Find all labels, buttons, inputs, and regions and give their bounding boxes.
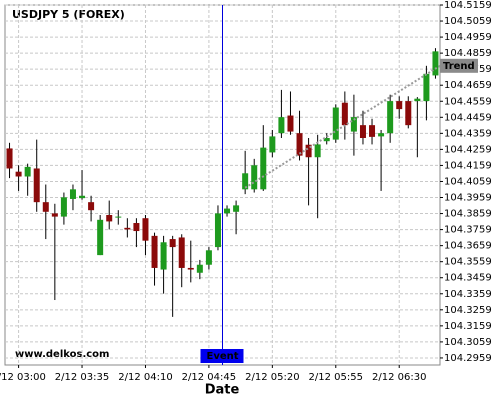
y-tick-label: 104.4159 xyxy=(444,160,492,171)
candle-body xyxy=(432,51,439,76)
watermark: www.delkos.com xyxy=(15,349,109,360)
candle-body xyxy=(160,242,167,270)
candle-body xyxy=(33,168,40,203)
event-label: Event xyxy=(206,351,238,362)
y-tick-label: 104.3359 xyxy=(444,289,492,300)
y-tick-label: 104.3859 xyxy=(444,209,492,220)
candle-body xyxy=(24,166,31,177)
y-tick-label: 104.3459 xyxy=(444,273,492,284)
y-tick-label: 104.3659 xyxy=(444,241,492,252)
candle-body xyxy=(341,102,348,126)
y-tick-label: 104.3559 xyxy=(444,257,492,268)
candle-body xyxy=(323,137,330,142)
candle-body xyxy=(378,133,385,137)
x-tick-label: 2/12 04:10 xyxy=(118,372,172,383)
candle-body xyxy=(414,98,421,102)
candle-body xyxy=(314,144,321,158)
y-tick-label: 104.3759 xyxy=(444,225,492,236)
y-tick-label: 104.5059 xyxy=(444,16,492,27)
trend-label-box xyxy=(440,58,478,73)
candle-body xyxy=(233,205,240,212)
candle-body xyxy=(205,250,212,265)
x-tick-label: 2/12 03:00 xyxy=(0,372,46,383)
candle-body xyxy=(97,219,104,256)
candle-body xyxy=(405,101,412,126)
candle-body xyxy=(332,107,339,140)
chart-title: USDJPY 5 (FOREX) xyxy=(12,8,125,21)
candle-body xyxy=(251,165,258,190)
candle-body xyxy=(60,197,67,217)
y-tick-label: 104.2959 xyxy=(444,353,492,364)
candle-body xyxy=(187,267,194,270)
candle-body xyxy=(115,216,122,218)
candle-body xyxy=(305,144,312,158)
candle-body xyxy=(278,117,285,134)
y-tick-label: 104.4859 xyxy=(444,48,492,59)
y-tick-label: 104.4659 xyxy=(444,80,492,91)
candle-body xyxy=(178,237,185,268)
candle-body xyxy=(106,215,113,222)
candle-body xyxy=(79,195,86,199)
y-tick-label: 104.3959 xyxy=(444,193,492,204)
x-tick-label: 2/12 05:55 xyxy=(309,372,363,383)
candle-body xyxy=(269,136,276,153)
candle-body xyxy=(88,202,95,211)
x-tick-label: 2/12 04:45 xyxy=(182,372,236,383)
candle-body xyxy=(133,223,140,232)
y-tick-label: 104.3159 xyxy=(444,321,492,332)
y-tick-label: 104.3259 xyxy=(444,305,492,316)
candle-body xyxy=(214,213,221,248)
candle-body xyxy=(151,235,158,268)
y-tick-label: 104.4459 xyxy=(444,112,492,123)
candle-body xyxy=(69,189,76,199)
candle-body xyxy=(260,147,267,190)
trend-label: Trend xyxy=(443,61,475,72)
candle-body xyxy=(369,125,376,137)
candle-body xyxy=(6,148,13,169)
candle-body xyxy=(296,133,303,156)
y-tick-label: 104.3059 xyxy=(444,337,492,348)
candle-body xyxy=(142,218,149,241)
x-axis-label: Date xyxy=(205,383,240,398)
candle-body xyxy=(15,171,22,177)
candle-body xyxy=(51,213,58,217)
y-tick-label: 104.4959 xyxy=(444,32,492,43)
y-tick-label: 104.4359 xyxy=(444,128,492,139)
event-label-box xyxy=(200,349,244,363)
y-tick-label: 104.4059 xyxy=(444,176,492,187)
x-tick-label: 2/12 05:20 xyxy=(245,372,299,383)
candle-body xyxy=(196,264,203,273)
candle-body xyxy=(359,125,366,138)
candle-body xyxy=(169,239,176,248)
candle-body xyxy=(423,73,430,102)
y-tick-label: 104.4259 xyxy=(444,144,492,155)
y-tick-label: 104.5159 xyxy=(444,0,492,11)
x-tick-label: 2/12 03:35 xyxy=(55,372,109,383)
candle-body xyxy=(287,115,294,132)
candle-body xyxy=(124,227,131,230)
candle-body xyxy=(42,202,49,212)
candle-body xyxy=(396,101,403,110)
candle-body xyxy=(242,173,249,190)
candle-body xyxy=(387,101,394,134)
candle-body xyxy=(350,117,357,132)
x-tick-label: 2/12 06:30 xyxy=(372,372,426,383)
y-tick-label: 104.4559 xyxy=(444,96,492,107)
candle-body xyxy=(224,208,231,214)
